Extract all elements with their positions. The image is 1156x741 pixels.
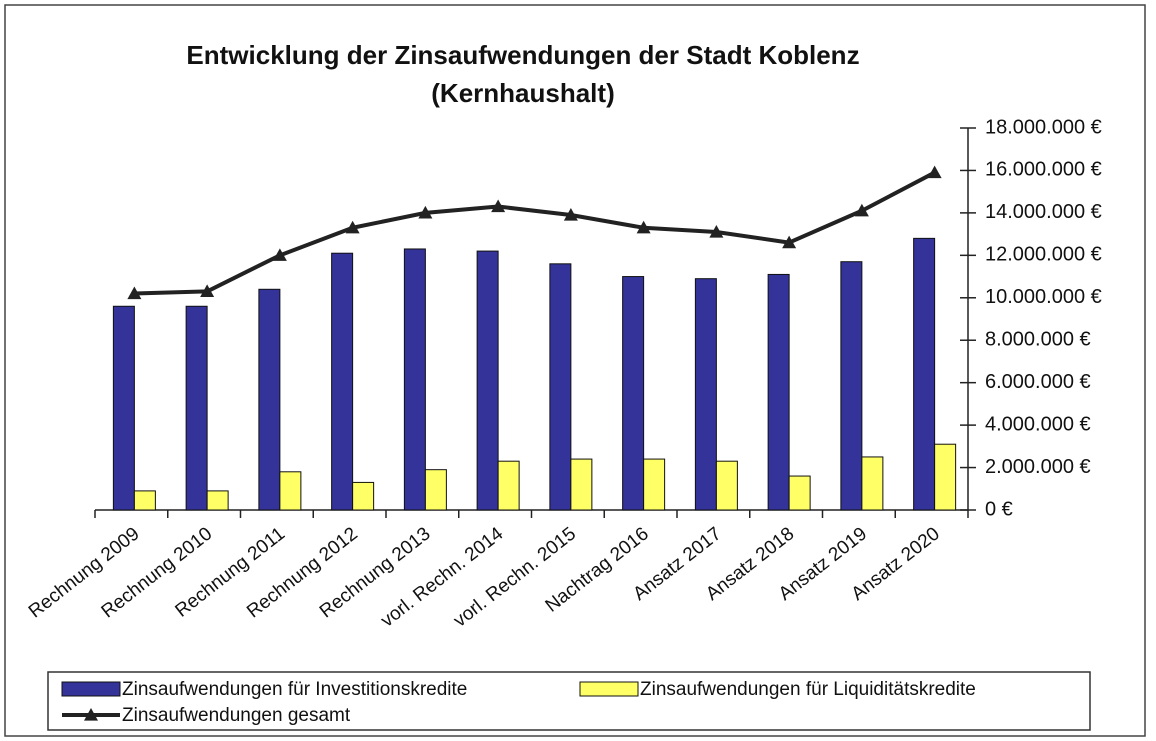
- line-marker: [345, 220, 360, 234]
- bar: [133, 490, 156, 511]
- y-tick-label: 14.000.000 €: [985, 201, 1102, 223]
- y-tick-label: 10.000.000 €: [985, 286, 1102, 308]
- bar: [715, 460, 738, 511]
- line-marker: [563, 208, 578, 221]
- line-marker: [782, 235, 797, 249]
- bar: [476, 250, 499, 511]
- bar: [840, 261, 863, 511]
- bar: [352, 481, 375, 511]
- line-marker: [127, 286, 142, 300]
- bar: [424, 469, 447, 511]
- bar: [112, 305, 135, 511]
- line-marker: [491, 199, 506, 213]
- chart-title: Entwicklung der Zinsaufwendungen der Sta…: [186, 40, 859, 70]
- line: [134, 170, 936, 296]
- bar: [279, 471, 302, 511]
- legend-label: Zinsaufwendungen für Liquiditätskredite: [640, 679, 976, 700]
- line-marker: [927, 165, 942, 179]
- line-marker: [200, 284, 215, 298]
- bar: [622, 276, 645, 511]
- bar: [694, 278, 717, 511]
- bar: [643, 458, 666, 511]
- chart-title: (Kernhaushalt): [431, 78, 614, 108]
- bar: [185, 305, 208, 511]
- bar: [549, 263, 572, 511]
- bar: [570, 458, 593, 511]
- legend-swatch: [61, 681, 121, 697]
- y-tick-label: 2.000.000 €: [985, 456, 1091, 478]
- bar: [206, 490, 229, 511]
- legend-label: Zinsaufwendungen gesamt: [122, 705, 351, 726]
- y-tick-label: 16.000.000 €: [985, 159, 1102, 181]
- y-tick-label: 0 €: [985, 498, 1013, 520]
- line-marker: [272, 248, 287, 261]
- legend-label: Zinsaufwendungen für Investitionskredite: [122, 679, 467, 700]
- bar: [258, 288, 281, 511]
- legend-swatch: [579, 681, 639, 697]
- bar: [861, 456, 884, 511]
- line-marker: [709, 224, 724, 238]
- y-tick-label: 4.000.000 €: [985, 413, 1091, 435]
- line-marker: [854, 203, 869, 217]
- line-marker: [636, 220, 651, 234]
- y-tick-label: 6.000.000 €: [985, 371, 1091, 393]
- legend-frame: [47, 671, 1091, 731]
- bar: [788, 475, 811, 511]
- bar: [331, 252, 354, 511]
- y-tick-label: 18.000.000 €: [985, 116, 1102, 138]
- y-tick-label: 12.000.000 €: [985, 244, 1102, 266]
- bar: [497, 460, 520, 511]
- line-marker: [418, 205, 433, 219]
- legend-swatch: [84, 708, 98, 721]
- bar: [934, 443, 957, 511]
- bar: [767, 273, 790, 511]
- chart-frame: [4, 4, 1146, 737]
- bar: [913, 237, 936, 511]
- y-tick-label: 8.000.000 €: [985, 329, 1091, 351]
- bar: [403, 248, 426, 511]
